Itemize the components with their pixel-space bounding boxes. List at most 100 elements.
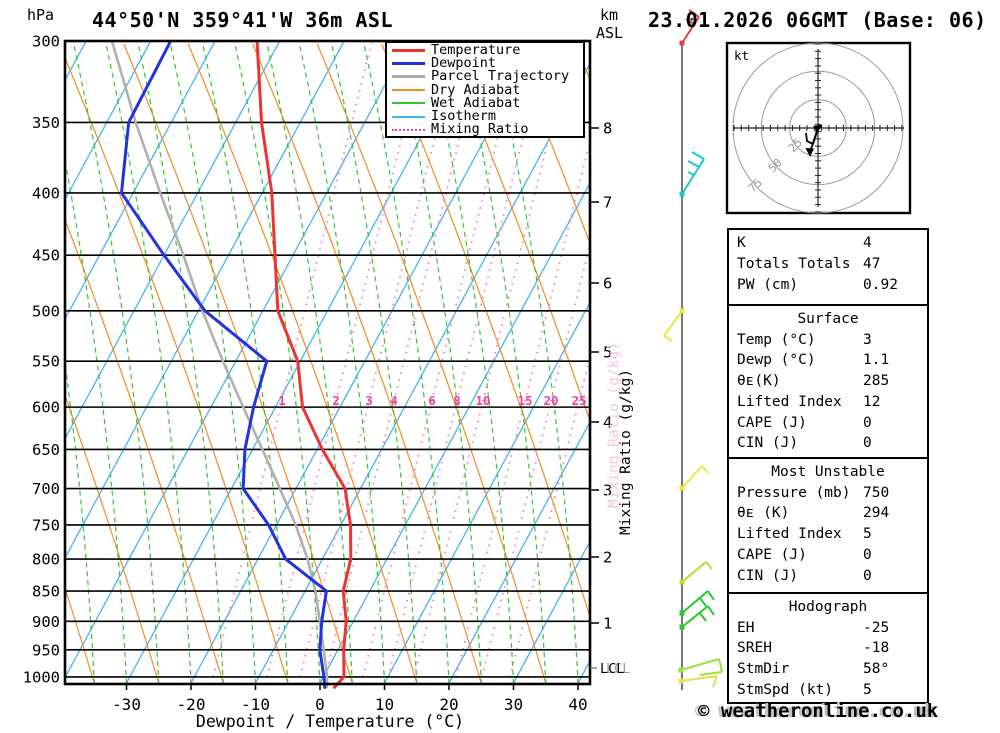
row-label: Totals Totals xyxy=(737,255,851,272)
legend-item-dewpoint: Dewpoint xyxy=(387,57,583,70)
table-row: CIN (J) 0 xyxy=(729,433,927,454)
mixing-ratio-label: 15 xyxy=(517,393,532,408)
row-value: 4 xyxy=(863,235,872,251)
wind-barb xyxy=(663,308,685,342)
row-value: 3 xyxy=(863,331,872,348)
mixing-ratio-label: 20 xyxy=(543,393,558,408)
row-value: 285 xyxy=(863,373,890,390)
wind-barb xyxy=(679,151,705,197)
row-value: 47 xyxy=(863,255,881,272)
row-value: 5 xyxy=(863,681,872,698)
table-row: Totals Totals 47 xyxy=(729,254,927,275)
wind-barb xyxy=(678,658,723,676)
legend-line-sample xyxy=(392,102,425,105)
row-label: CIN (J) xyxy=(737,567,799,584)
table-row: Temp (°C) 3 xyxy=(729,330,927,351)
legend-item-temperature: Temperature xyxy=(387,42,583,59)
legend-line-sample xyxy=(392,115,425,118)
row-value: 1.1 xyxy=(863,352,890,369)
asl-unit-label: ASL xyxy=(596,24,624,42)
table-section-hodograph: Hodograph EH -25 SREH -18 StmDir 58° StmSpd (kt… xyxy=(729,592,927,702)
row-label: Lifted Index xyxy=(737,393,842,410)
svg-text:800: 800 xyxy=(32,551,60,569)
copyright: © weatheronline.co.uk xyxy=(698,700,939,722)
mixing-ratio-label: 2 xyxy=(332,393,340,408)
svg-text:850: 850 xyxy=(32,583,60,601)
row-label: StmDir xyxy=(737,661,790,678)
svg-text:7: 7 xyxy=(603,194,612,212)
row-label: θᴇ (K) xyxy=(737,505,790,522)
row-value: 294 xyxy=(863,505,890,522)
table-row: PW (cm) 0.92 xyxy=(729,275,927,296)
sounding-curves xyxy=(110,42,353,689)
legend-label: Mixing Ratio xyxy=(431,121,529,138)
svg-text:4: 4 xyxy=(603,414,612,432)
table-row: CAPE (J) 0 xyxy=(729,413,927,434)
svg-text:20: 20 xyxy=(439,695,458,714)
legend-item-wet-adiabat: Wet Adiabat xyxy=(387,96,583,110)
indices-tables: K 4 Totals Totals 47 PW (cm) 0.92 Surface Temp … xyxy=(727,228,929,704)
row-label: CIN (J) xyxy=(737,435,799,452)
svg-text:1000: 1000 xyxy=(23,668,60,686)
row-label: PW (cm) xyxy=(737,276,799,293)
table-section-surface: Surface Temp (°C) 3 Dewp (°C) 1.1 θᴇ(K) 285 Lif… xyxy=(729,304,927,457)
svg-text:10: 10 xyxy=(375,695,394,714)
svg-text:450: 450 xyxy=(32,247,60,265)
svg-text:Dewpoint / Temperature (°C): Dewpoint / Temperature (°C) xyxy=(196,712,464,731)
table-row: CAPE (J) 0 xyxy=(729,545,927,566)
row-label: StmSpd (kt) xyxy=(737,681,834,698)
table-row: Lifted Index 5 xyxy=(729,524,927,545)
svg-text:400: 400 xyxy=(32,184,60,202)
legend-label: Isotherm xyxy=(431,108,497,125)
legend-line-sample xyxy=(392,49,425,53)
svg-text:LCL: LCL xyxy=(606,661,630,677)
plot-border xyxy=(63,39,592,686)
svg-text:Mixing Ratio (g/kg): Mixing Ratio (g/kg) xyxy=(618,369,634,535)
row-label: CAPE (J) xyxy=(737,414,807,431)
svg-text:Mixing Ratio (g/kg): Mixing Ratio (g/kg) xyxy=(606,342,622,508)
row-value: 0 xyxy=(863,546,872,563)
wind-barb xyxy=(679,605,715,630)
table-row: Pressure (mb) 750 xyxy=(729,483,927,504)
legend-item-mixing-ratio: Mixing Ratio xyxy=(387,121,583,138)
row-label: Pressure (mb) xyxy=(737,484,851,501)
wind-barb xyxy=(678,675,718,688)
svg-text:3: 3 xyxy=(603,482,612,500)
svg-text:0: 0 xyxy=(315,695,325,714)
table-section-header: Surface xyxy=(797,311,859,327)
svg-text:500: 500 xyxy=(32,302,60,320)
table-section-header: Hodograph xyxy=(788,599,868,615)
row-label: CAPE (J) xyxy=(737,546,807,563)
svg-text:30: 30 xyxy=(504,695,523,714)
row-label: EH xyxy=(737,619,755,636)
svg-text:750: 750 xyxy=(32,516,60,534)
legend-item-parcel-trajectory: Parcel Trajectory xyxy=(387,70,583,83)
svg-text:950: 950 xyxy=(32,641,60,659)
pressure-unit-label: hPa xyxy=(27,6,55,24)
legend-label: Dry Adiabat xyxy=(431,81,521,98)
legend-line-sample xyxy=(392,89,425,92)
date-title: 23.01.2026 06GMT (Base: 06) xyxy=(648,8,987,32)
wind-barb xyxy=(679,561,713,585)
legend-label: Temperature xyxy=(431,42,521,59)
svg-text:1: 1 xyxy=(603,615,612,633)
legend-label: Parcel Trajectory xyxy=(431,68,570,85)
legend: Temperature Dewpoint Parcel Trajectory Dry … xyxy=(385,41,585,138)
row-value: 0 xyxy=(863,414,872,431)
mixing-ratio-label: 3 xyxy=(365,393,373,408)
table-row: CIN (J) 0 xyxy=(729,566,927,587)
svg-text:8: 8 xyxy=(603,120,612,138)
row-value: -18 xyxy=(863,640,890,657)
mixing-ratio-axis-label: Mixing Ratio (g/kg)Mixing Ratio (g/kg) xyxy=(606,342,634,535)
table-row: StmSpd (kt) 5 xyxy=(729,680,927,701)
table-row: θᴇ(K) 285 xyxy=(729,371,927,392)
svg-text:350: 350 xyxy=(32,114,60,132)
legend-item-isotherm: Isotherm xyxy=(387,108,583,125)
table-row: Lifted Index 12 xyxy=(729,392,927,413)
row-value: 12 xyxy=(863,393,881,410)
km-unit-label: km xyxy=(600,6,619,24)
legend-label: Dewpoint xyxy=(431,55,497,72)
